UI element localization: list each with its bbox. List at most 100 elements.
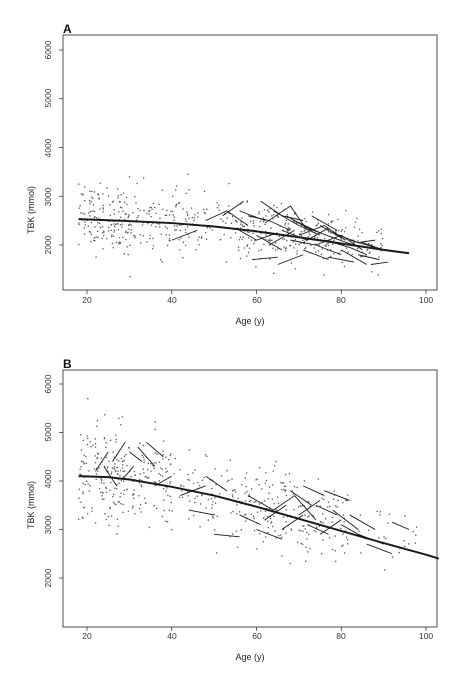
data-point [89, 441, 91, 443]
panel-a-x-tick-label: 80 [336, 295, 346, 305]
data-point [98, 217, 100, 220]
data-point [155, 225, 157, 228]
data-point [87, 225, 89, 227]
data-point [194, 469, 196, 471]
data-point [142, 235, 144, 237]
data-point [289, 244, 291, 247]
data-point [178, 238, 180, 241]
data-point [340, 249, 342, 252]
data-point [137, 215, 140, 217]
data-point [122, 210, 124, 212]
data-point [341, 545, 343, 547]
data-point [120, 194, 123, 196]
data-point [120, 457, 123, 460]
data-point [341, 261, 343, 264]
data-point [277, 216, 279, 218]
data-point [398, 551, 400, 554]
data-point [152, 465, 154, 467]
data-point [256, 548, 258, 550]
data-point [78, 243, 80, 246]
data-point [158, 223, 161, 225]
data-point [166, 470, 168, 472]
data-point [360, 552, 362, 554]
data-point [381, 237, 384, 240]
data-point [129, 276, 131, 278]
data-point [95, 256, 97, 258]
data-point [105, 518, 107, 521]
data-point [228, 212, 230, 214]
data-point [380, 232, 382, 235]
data-point [94, 438, 96, 440]
data-point [331, 521, 333, 523]
data-point [273, 204, 275, 207]
data-point [122, 511, 124, 514]
data-point [118, 417, 120, 420]
data-point [213, 513, 216, 516]
data-point [125, 230, 127, 232]
data-point [152, 245, 155, 247]
data-point [149, 237, 151, 240]
data-point [237, 227, 239, 229]
data-point [253, 517, 256, 520]
data-point [128, 446, 130, 449]
data-point [186, 491, 189, 493]
data-point [83, 227, 86, 229]
data-point [144, 497, 146, 499]
data-point [175, 204, 177, 206]
data-point [171, 510, 173, 512]
data-point [91, 196, 93, 198]
data-point [93, 239, 95, 242]
data-point [342, 544, 344, 546]
data-point [284, 238, 286, 240]
data-point [162, 208, 164, 210]
data-point [317, 478, 320, 480]
data-point [285, 521, 287, 523]
data-point [211, 515, 214, 518]
data-point [211, 487, 213, 490]
data-point [343, 231, 346, 233]
data-point [298, 243, 300, 245]
data-point [188, 217, 190, 220]
data-point [126, 464, 128, 467]
data-point [169, 214, 171, 216]
data-point [225, 222, 227, 224]
data-point [207, 499, 209, 501]
data-point [124, 218, 126, 221]
data-point [275, 460, 277, 463]
data-point [117, 197, 119, 199]
data-point [88, 490, 90, 492]
data-point [337, 229, 340, 232]
data-point [178, 496, 181, 498]
data-point [118, 241, 120, 243]
data-point [163, 509, 165, 512]
data-point [273, 465, 276, 467]
data-point [132, 505, 134, 507]
data-point [113, 493, 115, 496]
data-point [323, 274, 325, 276]
panel-b-y-tick-label: 2000 [43, 568, 53, 587]
subject-trajectory [332, 509, 359, 530]
data-point [143, 177, 145, 179]
data-point [127, 510, 129, 512]
data-point [130, 475, 132, 478]
data-point [93, 237, 96, 239]
data-point [211, 504, 213, 506]
data-point [235, 530, 238, 532]
data-point [170, 210, 172, 213]
data-point [149, 206, 151, 209]
data-point [274, 249, 277, 251]
data-point [331, 548, 334, 551]
data-point [308, 501, 310, 503]
data-point [103, 231, 105, 233]
data-point [151, 208, 153, 211]
data-point [248, 237, 250, 239]
subject-trajectory [222, 200, 245, 217]
data-point [248, 231, 250, 234]
data-point [159, 217, 161, 219]
data-point [154, 452, 156, 454]
data-point [244, 477, 246, 479]
data-point [181, 490, 183, 492]
data-point [231, 494, 234, 496]
data-point [248, 493, 251, 496]
data-point [351, 253, 353, 256]
